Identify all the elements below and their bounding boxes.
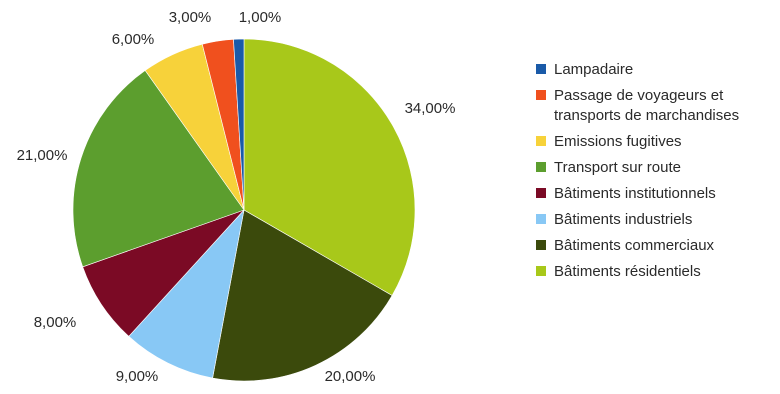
pie-value-label: 8,00% bbox=[34, 314, 77, 331]
legend-label: Bâtiments institutionnels bbox=[554, 185, 716, 202]
legend-swatch bbox=[536, 188, 546, 198]
legend-item: Passage de voyageurs et transports de mar… bbox=[536, 87, 739, 124]
pie-value-label: 34,00% bbox=[405, 100, 456, 117]
pie-slice-b-timents-r-sidentiels bbox=[243, 38, 416, 296]
legend-label: Emissions fugitives bbox=[554, 133, 682, 150]
pie-value-labels: 34,00% 20,00% 9,00% 8,00% 21,00% 6,00% 3,00% 1,… bbox=[17, 9, 456, 385]
pie-slice-transport-sur-route bbox=[72, 70, 245, 268]
legend-label: Lampadaire bbox=[554, 61, 633, 78]
legend-swatch bbox=[536, 266, 546, 276]
legend-item: Bâtiments résidentiels bbox=[536, 263, 701, 280]
legend-label: Bâtiments industriels bbox=[554, 211, 692, 228]
pie-value-label: 9,00% bbox=[116, 368, 159, 385]
pie-slice-b-timents-industriels bbox=[128, 209, 245, 379]
legend-swatch bbox=[536, 162, 546, 172]
legend-item: Bâtiments commerciaux bbox=[536, 237, 715, 254]
legend-swatch bbox=[536, 214, 546, 224]
legend-swatch bbox=[536, 90, 546, 100]
legend-swatch bbox=[536, 136, 546, 146]
pie-slices bbox=[72, 38, 416, 382]
legend-label: Passage de voyageurs et bbox=[554, 87, 724, 104]
pie-slice-lampadaire bbox=[233, 38, 245, 211]
legend-label: Bâtiments résidentiels bbox=[554, 263, 701, 280]
legend-item: Lampadaire bbox=[536, 61, 633, 78]
pie-value-label: 21,00% bbox=[17, 147, 68, 164]
legend-swatch bbox=[536, 64, 546, 74]
legend-label: Bâtiments commerciaux bbox=[554, 237, 715, 254]
pie-value-label: 3,00% bbox=[169, 9, 212, 26]
legend-label: Transport sur route bbox=[554, 159, 681, 176]
pie-slice-b-timents-commerciaux bbox=[212, 209, 393, 382]
legend-label: transports de marchandises bbox=[554, 107, 739, 124]
legend-item: Bâtiments industriels bbox=[536, 211, 692, 228]
legend-item: Bâtiments institutionnels bbox=[536, 185, 716, 202]
legend-item: Emissions fugitives bbox=[536, 133, 682, 150]
legend-swatch bbox=[536, 240, 546, 250]
pie-value-label: 1,00% bbox=[239, 9, 282, 26]
pie-value-label: 6,00% bbox=[112, 31, 155, 48]
pie-value-label: 20,00% bbox=[325, 368, 376, 385]
legend: Lampadaire Passage de voyageurs et transpo… bbox=[536, 61, 739, 280]
legend-item: Transport sur route bbox=[536, 159, 681, 176]
